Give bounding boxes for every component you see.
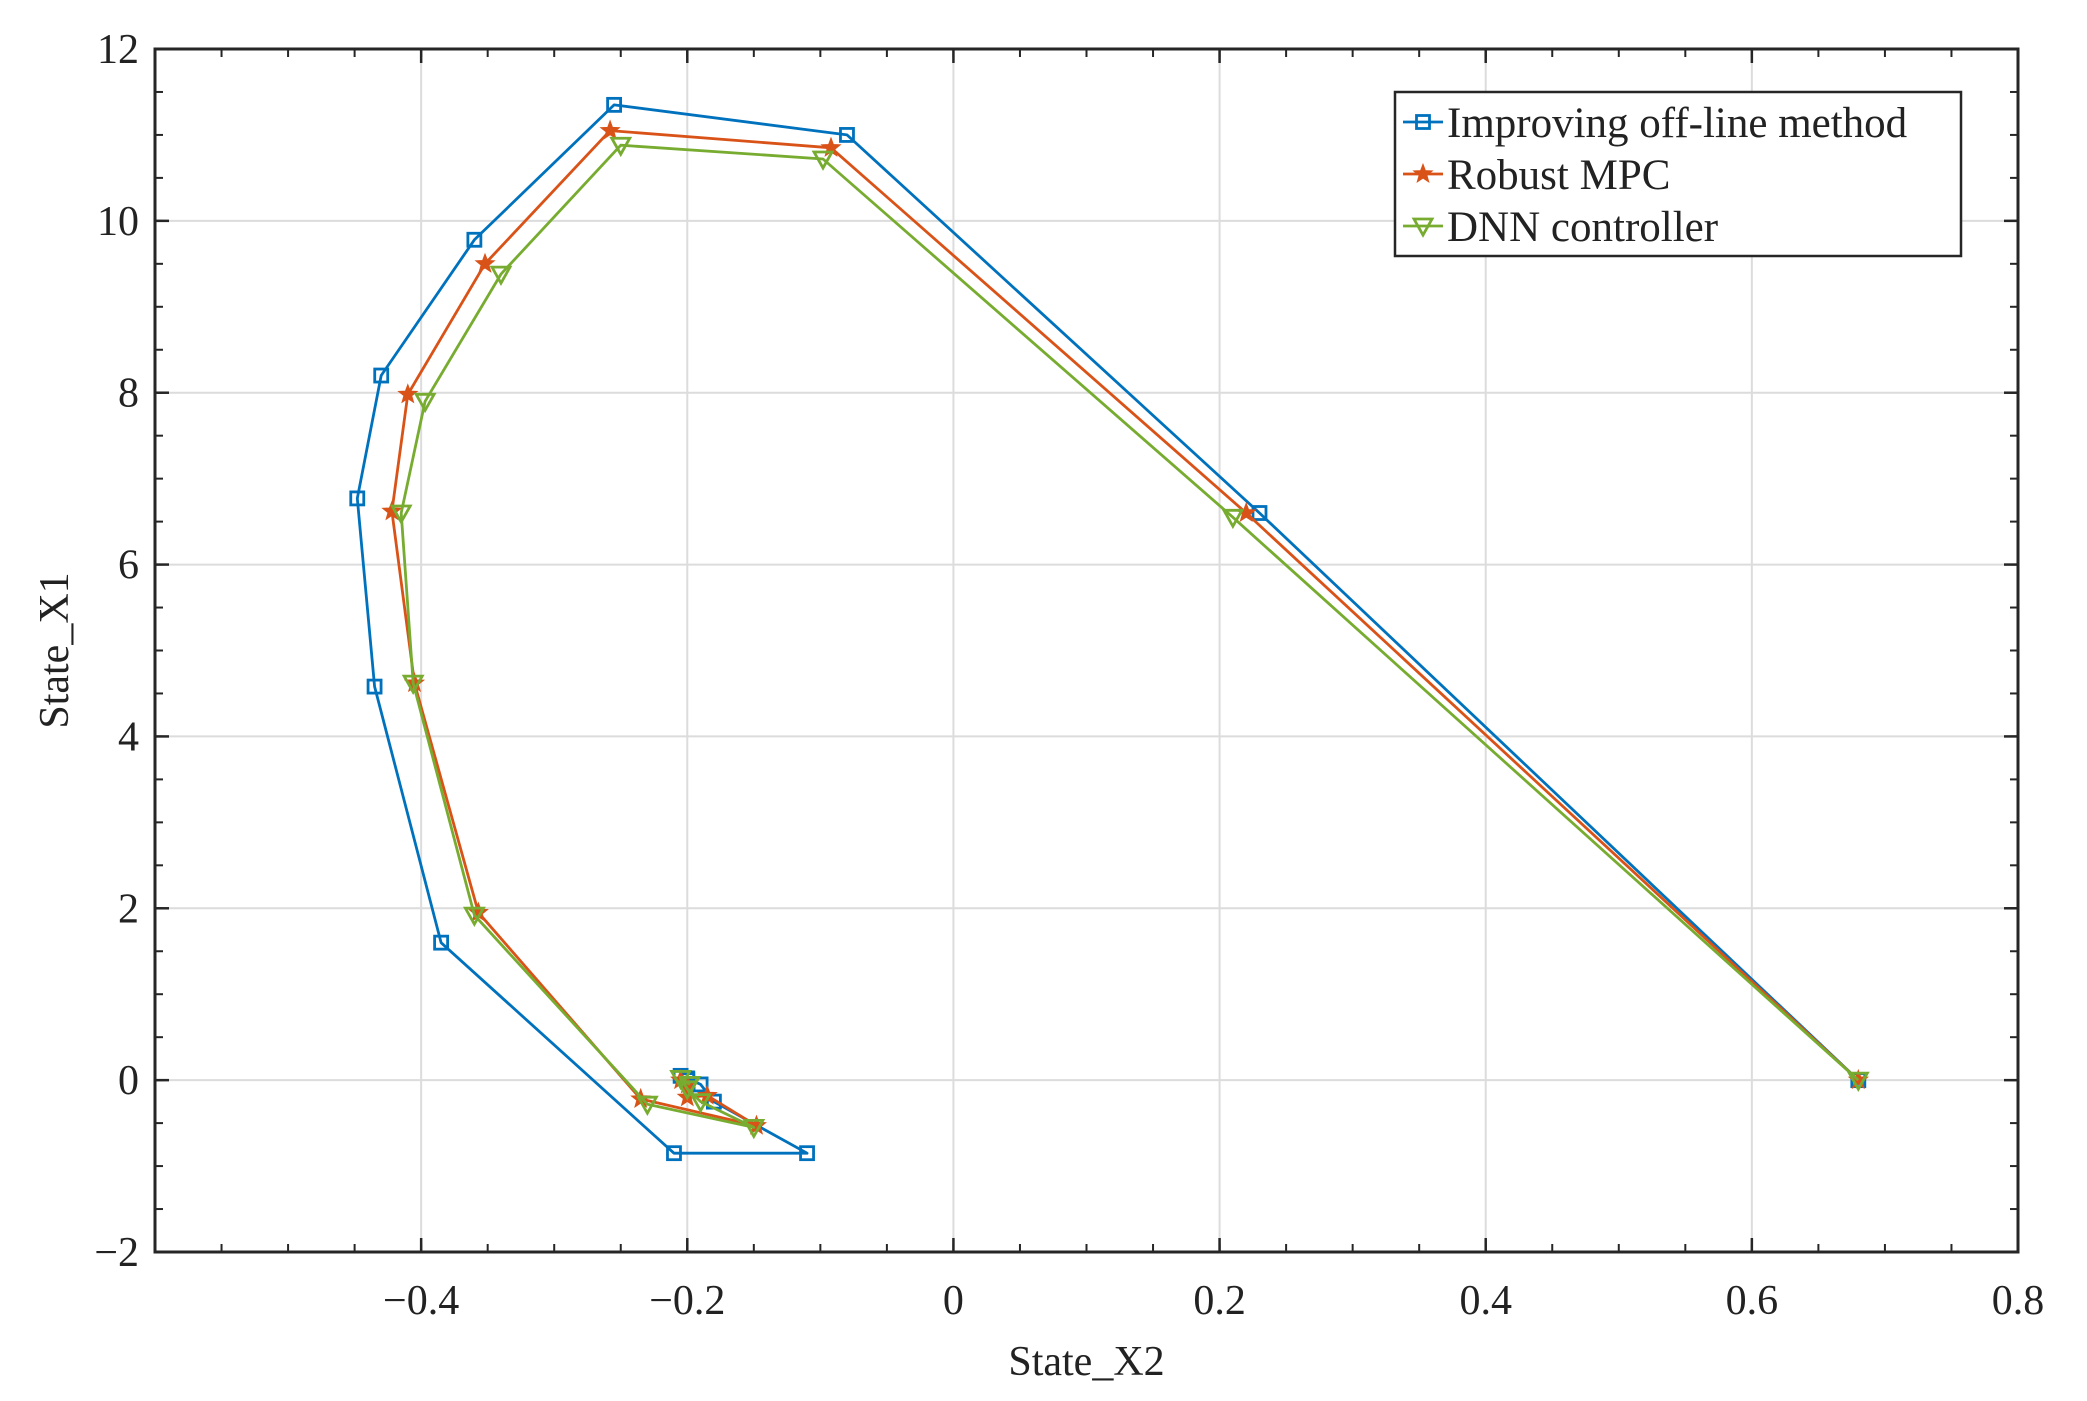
x-tick-label: 0.8	[1992, 1278, 2045, 1324]
y-tick-label: 12	[97, 27, 139, 73]
data-point	[1846, 1071, 1870, 1092]
series-2	[389, 136, 1870, 1140]
x-tick-label: 0.4	[1459, 1278, 1512, 1324]
data-point	[678, 1076, 702, 1097]
data-point	[666, 1145, 682, 1162]
series-line	[390, 129, 1860, 1128]
series-line	[355, 103, 1860, 1155]
data-point	[413, 392, 437, 414]
data-point	[462, 906, 486, 928]
y-tick-label: 8	[118, 371, 139, 417]
legend-entry: Robust MPC	[1403, 152, 1670, 199]
data-point	[433, 934, 450, 951]
tick-labels: −0.4 −0.2 0 0.2 0.4 0.6 0.8 −2 0 2 4 6 8 10 12	[94, 27, 2044, 1324]
series-0	[349, 96, 1867, 1162]
y-tick-label: 0	[118, 1058, 139, 1104]
y-axis-label: State_X1	[32, 572, 78, 728]
legend-label: DNN controller	[1447, 204, 1718, 251]
x-tick-label: 0.6	[1726, 1278, 1779, 1324]
data-point	[669, 1070, 693, 1091]
data-point	[373, 367, 390, 384]
y-tick-label: 10	[97, 199, 139, 245]
legend-label: Robust MPC	[1447, 152, 1670, 199]
legend-label: Improving off-line method	[1447, 100, 1907, 147]
legend-entry: Improving off-line method	[1403, 100, 1907, 147]
y-tick-label: −2	[94, 1230, 139, 1276]
legend-marker	[1415, 114, 1431, 130]
x-tick-label: 0	[943, 1278, 964, 1324]
data-point	[466, 231, 483, 248]
data-point	[349, 490, 366, 507]
y-tick-label: 6	[118, 543, 139, 589]
data-point	[635, 1095, 659, 1117]
data-point	[839, 127, 855, 143]
legend-box	[1393, 90, 1963, 258]
x-axis-label: State_X2	[1008, 1339, 1164, 1385]
data-point	[401, 674, 425, 696]
data-series	[349, 96, 1870, 1162]
plot-frame	[153, 47, 2020, 1254]
legend-entry: DNN controller	[1403, 204, 1718, 251]
y-tick-label: 2	[118, 886, 139, 932]
x-tick-label: −0.4	[383, 1278, 459, 1324]
y-tick-label: 4	[118, 714, 139, 760]
data-point	[1251, 505, 1268, 521]
data-point	[489, 265, 513, 286]
data-point	[474, 252, 496, 273]
data-point	[811, 150, 835, 171]
data-point	[742, 1119, 766, 1140]
data-point	[606, 96, 622, 113]
data-point	[381, 500, 403, 521]
data-point	[599, 119, 621, 140]
data-point	[1221, 508, 1245, 530]
data-point	[397, 383, 419, 404]
x-tick-label: 0.2	[1193, 1278, 1246, 1324]
data-point	[799, 1145, 815, 1162]
legend-marker	[1412, 162, 1434, 184]
legend: Improving off-line method Robust MPC DNN c…	[1393, 90, 1963, 258]
legend-marker	[1411, 217, 1435, 238]
series-line	[399, 143, 1860, 1129]
data-point	[366, 678, 383, 695]
data-point	[689, 1093, 712, 1114]
data-point	[609, 136, 633, 158]
data-point	[389, 504, 413, 525]
x-tick-label: −0.2	[649, 1278, 725, 1324]
series-1	[381, 119, 1869, 1135]
